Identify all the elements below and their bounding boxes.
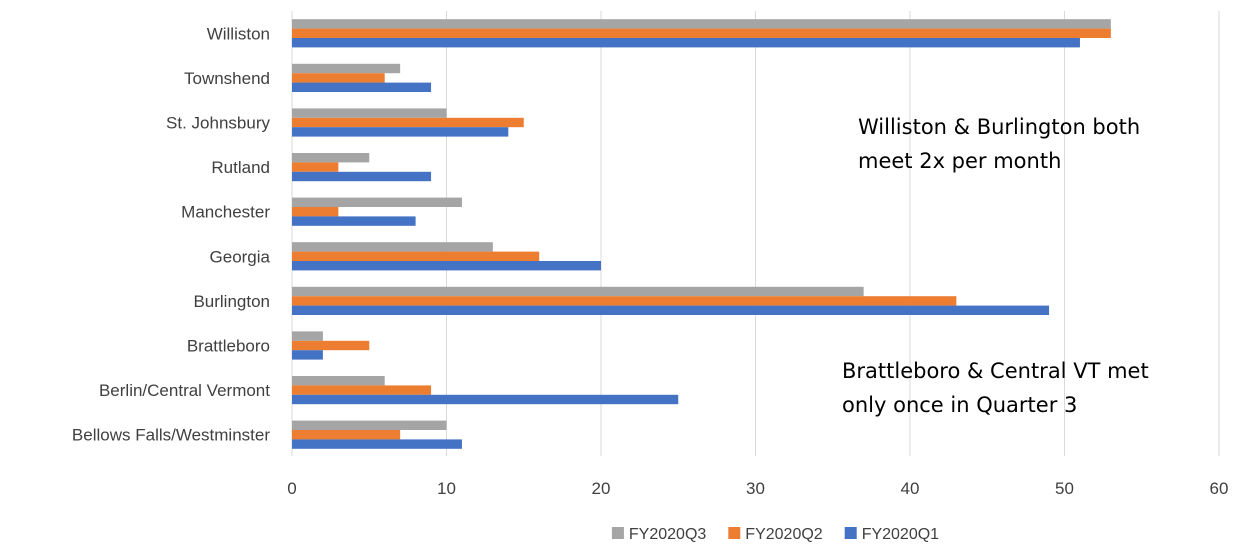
bar-fy2020q1 xyxy=(292,171,432,182)
bars xyxy=(292,19,1111,449)
bar-fy2020q2 xyxy=(292,296,957,306)
bar-fy2020q3 xyxy=(292,108,447,118)
category-label: Burlington xyxy=(193,292,270,311)
bar-fy2020q3 xyxy=(292,197,462,207)
bar-fy2020q2 xyxy=(292,28,1111,38)
bar-fy2020q3 xyxy=(292,286,864,297)
category-label: Rutland xyxy=(211,158,270,177)
bar-fy2020q1 xyxy=(292,261,601,271)
bar-fy2020q2 xyxy=(292,340,370,351)
bar-fy2020q3 xyxy=(292,153,370,163)
legend-swatch-fy2020q2 xyxy=(728,527,741,539)
legend-label-fy2020q1: FY2020Q1 xyxy=(862,526,939,543)
category-label: Townshend xyxy=(184,69,270,88)
bar-fy2020q1 xyxy=(292,38,1080,48)
x-tick-label: 10 xyxy=(437,479,456,498)
annotation-williston-burlington-line-1: Williston & Burlington both xyxy=(858,115,1140,139)
x-tick-label: 40 xyxy=(901,479,920,498)
x-tick-label: 60 xyxy=(1210,479,1229,498)
x-tick-label: 50 xyxy=(1055,479,1074,498)
legend: FY2020Q3 FY2020Q2 FY2020Q1 xyxy=(611,526,939,543)
annotation-brattleboro-central-line-1: Brattleboro & Central VT met xyxy=(842,359,1149,383)
annotations: Williston & Burlington both meet 2x per … xyxy=(842,115,1149,417)
legend-swatch-fy2020q1 xyxy=(844,527,857,539)
bar-fy2020q3 xyxy=(292,420,447,430)
bar-fy2020q1 xyxy=(292,439,462,449)
bar-fy2020q2 xyxy=(292,430,401,440)
bar-fy2020q2 xyxy=(292,251,540,261)
bar-fy2020q1 xyxy=(292,82,432,92)
bar-fy2020q2 xyxy=(292,73,385,83)
bar-fy2020q3 xyxy=(292,242,493,252)
category-label: Berlin/Central Vermont xyxy=(99,381,270,400)
annotation-brattleboro-central-line-2: only once in Quarter 3 xyxy=(842,393,1077,417)
category-label: St. Johnsbury xyxy=(166,114,270,133)
bar-fy2020q2 xyxy=(292,117,524,128)
category-label: Williston xyxy=(207,24,270,43)
x-tick-label: 20 xyxy=(592,479,611,498)
category-labels: Williston Townshend St. Johnsbury Rutland Ma… xyxy=(72,24,271,444)
bar-fy2020q1 xyxy=(292,394,679,405)
bar-fy2020q3 xyxy=(292,19,1111,29)
legend-swatch-fy2020q3 xyxy=(611,527,624,539)
annotation-williston-burlington-line-2: meet 2x per month xyxy=(858,149,1061,173)
bar-fy2020q3 xyxy=(292,376,385,386)
category-label: Georgia xyxy=(210,247,271,266)
gridlines xyxy=(291,11,1220,456)
bar-fy2020q3 xyxy=(292,331,323,341)
bar-fy2020q1 xyxy=(292,305,1050,315)
bar-fy2020q1 xyxy=(292,350,323,360)
bar-fy2020q1 xyxy=(292,127,509,137)
legend-label-fy2020q2: FY2020Q2 xyxy=(745,526,822,543)
x-tick-label: 0 xyxy=(287,479,296,498)
category-label: Brattleboro xyxy=(187,337,270,356)
category-label: Manchester xyxy=(181,203,270,222)
category-label: Bellows Falls/Westminster xyxy=(72,426,270,445)
bar-fy2020q2 xyxy=(292,385,432,395)
x-tick-label: 30 xyxy=(746,479,765,498)
bar-fy2020q3 xyxy=(292,63,401,74)
bar-fy2020q2 xyxy=(292,162,339,172)
x-tick-labels: 0 10 20 30 40 50 60 xyxy=(287,479,1228,498)
bar-fy2020q1 xyxy=(292,216,416,226)
legend-label-fy2020q3: FY2020Q3 xyxy=(629,526,706,543)
bar-fy2020q2 xyxy=(292,207,339,217)
